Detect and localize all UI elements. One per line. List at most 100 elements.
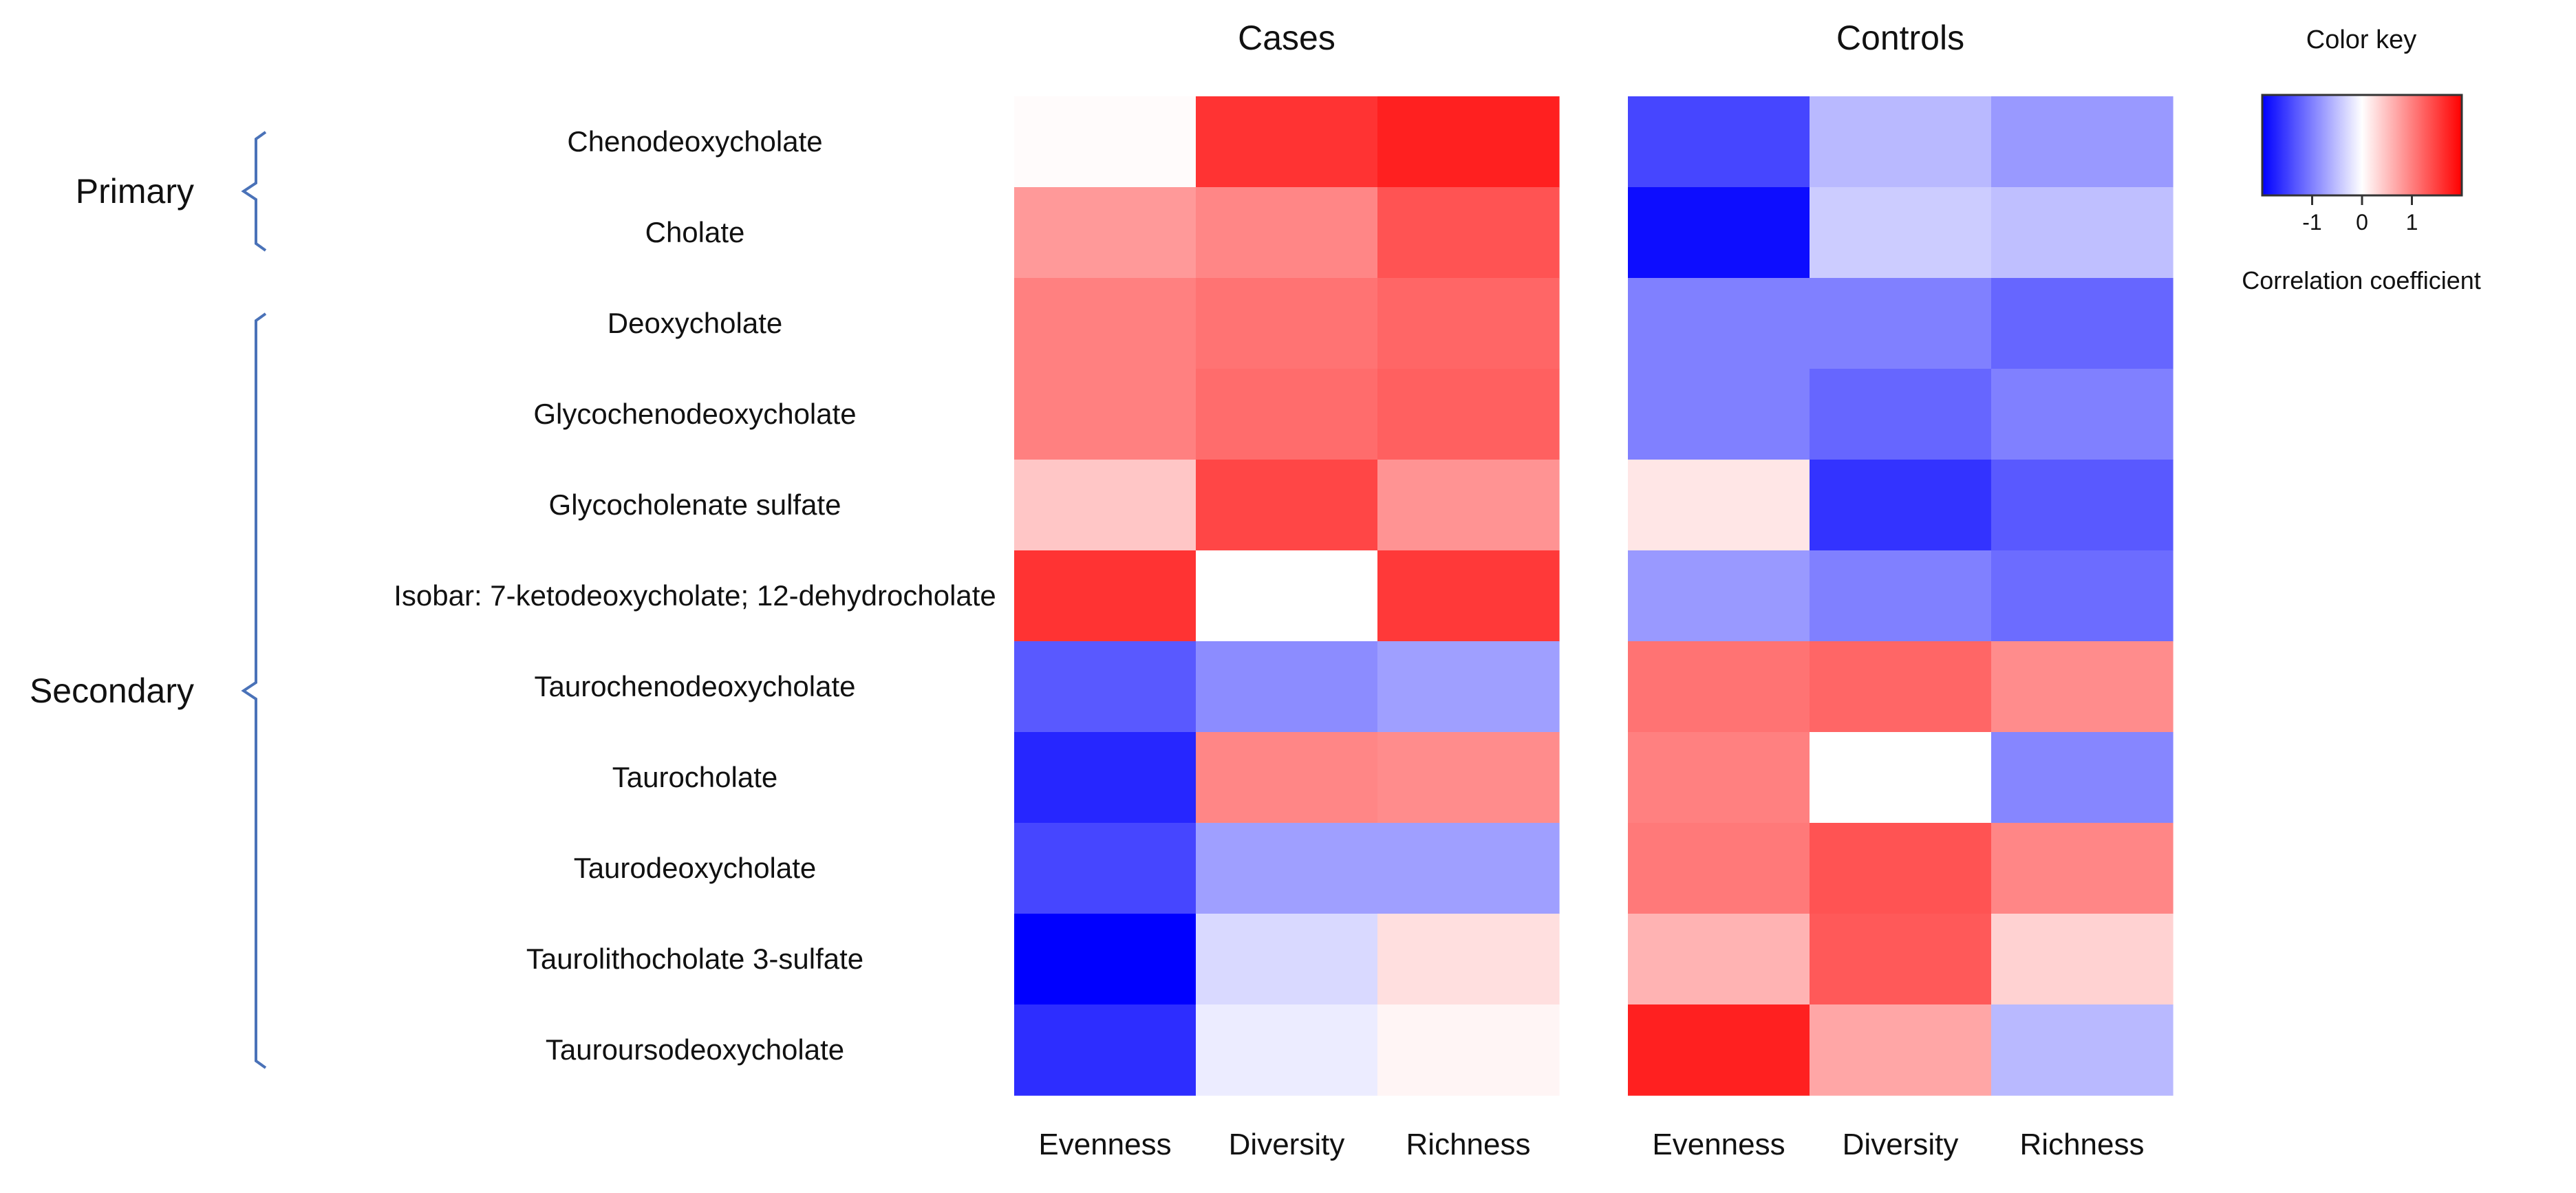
heatmap-cell bbox=[1810, 823, 1992, 914]
heatmap-cell bbox=[1810, 187, 1992, 279]
heatmap-cell bbox=[1196, 278, 1378, 369]
row-label: Glycocholenate sulfate bbox=[549, 488, 841, 521]
color-key-tick-label: -1 bbox=[2302, 210, 2321, 235]
heatmap-panels: Cases Evenness Diversity Richness Controls Ev… bbox=[1014, 19, 2174, 1161]
heatmap-cell bbox=[1628, 732, 1810, 824]
row-label: Chenodeoxycholate bbox=[567, 125, 822, 158]
row-labels: Chenodeoxycholate Cholate Deoxycholate Glyc… bbox=[394, 125, 996, 1066]
heatmap-cell bbox=[1196, 187, 1378, 279]
heatmap-cell bbox=[1014, 278, 1196, 369]
heatmap-cell bbox=[1810, 1004, 1992, 1096]
heatmap-cell bbox=[1628, 641, 1810, 733]
heatmap-cell bbox=[1196, 550, 1378, 642]
panel-title: Controls bbox=[1836, 19, 1964, 57]
heatmap-cell bbox=[1377, 278, 1560, 369]
heatmap-cell bbox=[1991, 550, 2174, 642]
panel-title: Cases bbox=[1238, 19, 1335, 57]
color-key-title: Color key bbox=[2306, 25, 2417, 54]
heatmap-cell bbox=[1810, 732, 1992, 824]
color-key: Color key -1 0 1 Correlation coefficient bbox=[2242, 25, 2481, 294]
heatmap-cell bbox=[1810, 278, 1992, 369]
group-bracket bbox=[241, 312, 267, 1069]
heatmap-cell bbox=[1628, 96, 1810, 188]
heatmap-cell bbox=[1196, 1004, 1378, 1096]
heatmap-cell bbox=[1196, 460, 1378, 551]
row-label: Isobar: 7-ketodeoxycholate; 12-dehydroch… bbox=[394, 579, 996, 612]
row-label: Taurocholate bbox=[612, 761, 778, 793]
heatmap-cell bbox=[1377, 369, 1560, 460]
row-label: Taurochenodeoxycholate bbox=[534, 670, 855, 702]
column-label: Evenness bbox=[1038, 1128, 1171, 1161]
heatmap-cell bbox=[1810, 96, 1992, 188]
heatmap-cell bbox=[1014, 823, 1196, 914]
color-key-gradient bbox=[2261, 94, 2463, 197]
heatmap-cell bbox=[1628, 278, 1810, 369]
heatmap-cell bbox=[1991, 369, 2174, 460]
heatmap-cell bbox=[1991, 460, 2174, 551]
heatmap-cell bbox=[1991, 641, 2174, 733]
color-key-label: Correlation coefficient bbox=[2242, 266, 2481, 294]
heatmap-cell bbox=[1196, 732, 1378, 824]
row-label: Deoxycholate bbox=[608, 307, 782, 339]
heatmap-cell bbox=[1014, 914, 1196, 1005]
heatmap-cell bbox=[1196, 914, 1378, 1005]
column-label: Evenness bbox=[1652, 1128, 1785, 1161]
heatmap-cell bbox=[1628, 550, 1810, 642]
color-key-tick-label: 1 bbox=[2406, 210, 2418, 235]
heatmap-cell bbox=[1377, 823, 1560, 914]
heatmap-cell bbox=[1628, 187, 1810, 279]
column-label: Diversity bbox=[1843, 1128, 1959, 1161]
row-label: Taurodeoxycholate bbox=[574, 852, 817, 884]
heatmap-cell bbox=[1014, 550, 1196, 642]
heatmap-cell bbox=[1810, 914, 1992, 1005]
heatmap-cell bbox=[1377, 460, 1560, 551]
row-label: Tauroursodeoxycholate bbox=[546, 1033, 844, 1066]
heatmap-cell bbox=[1014, 369, 1196, 460]
heatmap-cell bbox=[1991, 187, 2174, 279]
column-label: Richness bbox=[1406, 1128, 1531, 1161]
heatmap-cell bbox=[1377, 550, 1560, 642]
group-label: Secondary bbox=[30, 671, 194, 710]
row-label: Taurolithocholate 3-sulfate bbox=[526, 943, 863, 975]
row-label: Cholate bbox=[645, 216, 745, 248]
column-label: Richness bbox=[2020, 1128, 2145, 1161]
heatmap-cell bbox=[1377, 914, 1560, 1005]
heatmap-cell bbox=[1810, 369, 1992, 460]
heatmap-cell bbox=[1014, 460, 1196, 551]
heatmap-cell bbox=[1991, 823, 2174, 914]
heatmap-cell bbox=[1377, 732, 1560, 824]
column-label: Diversity bbox=[1229, 1128, 1345, 1161]
heatmap-cell bbox=[1628, 914, 1810, 1005]
heatmap-cell bbox=[1991, 914, 2174, 1005]
heatmap-cell bbox=[1810, 641, 1992, 733]
heatmap-cell bbox=[1196, 369, 1378, 460]
heatmap-cell bbox=[1014, 96, 1196, 188]
heatmap-cell bbox=[1014, 732, 1196, 824]
heatmap-cell bbox=[1628, 1004, 1810, 1096]
heatmap-cell bbox=[1014, 1004, 1196, 1096]
heatmap-cell bbox=[1196, 823, 1378, 914]
heatmap-cell bbox=[1628, 369, 1810, 460]
group-brackets: Primary Secondary bbox=[30, 131, 267, 1069]
heatmap-cell bbox=[1377, 96, 1560, 188]
row-label: Glycochenodeoxycholate bbox=[533, 398, 856, 430]
heatmap-cell bbox=[1810, 550, 1992, 642]
heatmap-cell bbox=[1014, 187, 1196, 279]
heatmap-cell bbox=[1196, 96, 1378, 188]
heatmap-cell bbox=[1014, 641, 1196, 733]
color-key-tick-label: 0 bbox=[2356, 210, 2368, 235]
color-key-ticks: -1 0 1 bbox=[2302, 195, 2418, 235]
heatmap-cell bbox=[1991, 732, 2174, 824]
group-label: Primary bbox=[76, 172, 194, 211]
heatmap-cell bbox=[1377, 187, 1560, 279]
heatmap-cell bbox=[1991, 278, 2174, 369]
heatmap-cell bbox=[1628, 460, 1810, 551]
heatmap-cell bbox=[1991, 1004, 2174, 1096]
heatmap-cell bbox=[1196, 641, 1378, 733]
heatmap-cell bbox=[1628, 823, 1810, 914]
heatmap-cell bbox=[1377, 641, 1560, 733]
group-bracket bbox=[241, 131, 267, 252]
heatmap-cell bbox=[1991, 96, 2174, 188]
heatmap-cell bbox=[1810, 460, 1992, 551]
